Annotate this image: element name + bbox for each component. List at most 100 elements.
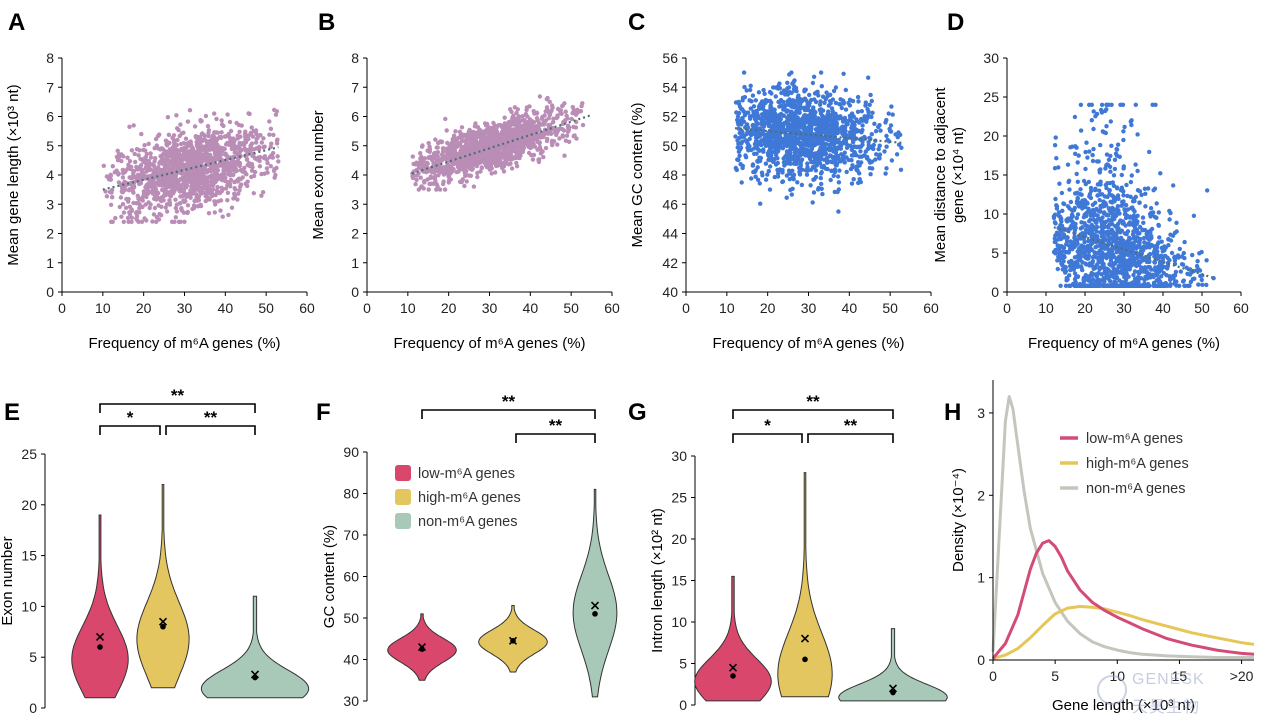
- scatter-point: [429, 154, 435, 160]
- scatter-point: [212, 111, 217, 116]
- scatter-point: [1132, 269, 1138, 274]
- scatter-point: [433, 137, 438, 142]
- scatter-point: [777, 81, 782, 86]
- scatter-point: [185, 203, 191, 208]
- scatter-point: [237, 142, 242, 148]
- scatter-point: [811, 74, 817, 80]
- scatter-point: [743, 155, 749, 160]
- y-tick-label: 0: [46, 284, 54, 300]
- scatter-point: [148, 155, 154, 160]
- scatter-point: [805, 161, 810, 166]
- scatter-point: [153, 186, 158, 191]
- scatter-point: [155, 133, 161, 139]
- scatter-point: [802, 118, 807, 123]
- scatter-point: [259, 193, 264, 198]
- scatter-point: [425, 177, 430, 182]
- scatter-point: [129, 148, 135, 153]
- scatter-point: [443, 116, 448, 122]
- scatter-point: [225, 133, 231, 138]
- scatter-point: [152, 205, 158, 211]
- scatter-point: [473, 158, 478, 163]
- y-tick-label: 48: [662, 167, 678, 183]
- scatter-point: [269, 141, 274, 146]
- scatter-point: [876, 147, 881, 152]
- scatter-point: [129, 164, 134, 170]
- scatter-point: [539, 148, 544, 153]
- scatter-point: [1114, 250, 1120, 255]
- scatter-point: [189, 178, 195, 183]
- scatter-point: [159, 146, 165, 152]
- scatter-point: [181, 198, 186, 203]
- scatter-point: [808, 118, 814, 123]
- scatter-point: [108, 202, 114, 207]
- scatter-point: [786, 85, 792, 90]
- scatter-point: [501, 169, 507, 174]
- scatter-point: [550, 140, 555, 145]
- scatter-point: [137, 206, 142, 211]
- scatter-point: [756, 147, 761, 152]
- scatter-point: [751, 104, 757, 109]
- x-axis-label: Frequency of m⁶A genes (%): [393, 335, 585, 352]
- scatter-point: [524, 105, 530, 110]
- scatter-point: [798, 140, 803, 146]
- scatter-point: [750, 93, 756, 98]
- scatter-point: [827, 99, 833, 104]
- y-tick-label: 4: [351, 167, 359, 183]
- scatter-point: [828, 92, 833, 98]
- scatter-point: [183, 175, 188, 180]
- scatter-point: [493, 170, 498, 175]
- scatter-point: [457, 141, 462, 146]
- scatter-point: [773, 125, 778, 130]
- scatter-point: [828, 177, 833, 183]
- scatter-point: [1128, 179, 1134, 185]
- scatter-point: [775, 156, 780, 161]
- scatter-point: [824, 127, 830, 132]
- scatter-point: [504, 149, 510, 154]
- scatter-point: [851, 120, 857, 126]
- scatter-point: [737, 135, 742, 141]
- scatter-point: [1119, 172, 1125, 178]
- scatter-point: [201, 173, 206, 178]
- scatter-point: [173, 215, 178, 220]
- scatter-point: [217, 175, 222, 180]
- scatter-point: [138, 156, 143, 162]
- scatter-point: [215, 136, 220, 142]
- x-tick-label: 0: [682, 300, 690, 316]
- scatter-point: [444, 128, 449, 133]
- scatter-point: [886, 111, 891, 116]
- scatter-point: [498, 153, 503, 158]
- scatter-point: [446, 178, 452, 183]
- scatter-point: [196, 155, 201, 161]
- scatter-point: [809, 112, 814, 118]
- scatter-point: [736, 149, 742, 154]
- scatter-point: [149, 180, 154, 185]
- x-tick-label: 10: [95, 300, 111, 316]
- y-tick-label: 4: [46, 167, 54, 183]
- scatter-point: [565, 116, 570, 121]
- scatter-point: [506, 162, 511, 167]
- scatter-point: [220, 161, 225, 166]
- scatter-point: [761, 118, 766, 124]
- scatter-point: [1142, 186, 1148, 191]
- scatter-point: [469, 167, 475, 172]
- scatter-point: [460, 160, 465, 165]
- scatter-point: [259, 140, 264, 145]
- scatter-point: [537, 94, 543, 99]
- scatter-point: [748, 87, 753, 93]
- scatter-point: [215, 168, 220, 173]
- scatter-point: [118, 195, 124, 200]
- scatter-point: [817, 152, 822, 157]
- scatter-point: [143, 166, 148, 171]
- scatter-point: [275, 137, 280, 142]
- scatter-point: [164, 209, 170, 214]
- scatter-point: [822, 121, 827, 126]
- scatter-point: [788, 135, 793, 141]
- scatter-point: [740, 165, 745, 171]
- scatter-point: [877, 156, 882, 161]
- scatter-point: [830, 125, 835, 130]
- scatter-point: [429, 168, 434, 174]
- scatter-point: [580, 122, 586, 128]
- scatter-point: [487, 167, 492, 172]
- scatter-point: [847, 117, 853, 122]
- scatter-point: [763, 97, 768, 103]
